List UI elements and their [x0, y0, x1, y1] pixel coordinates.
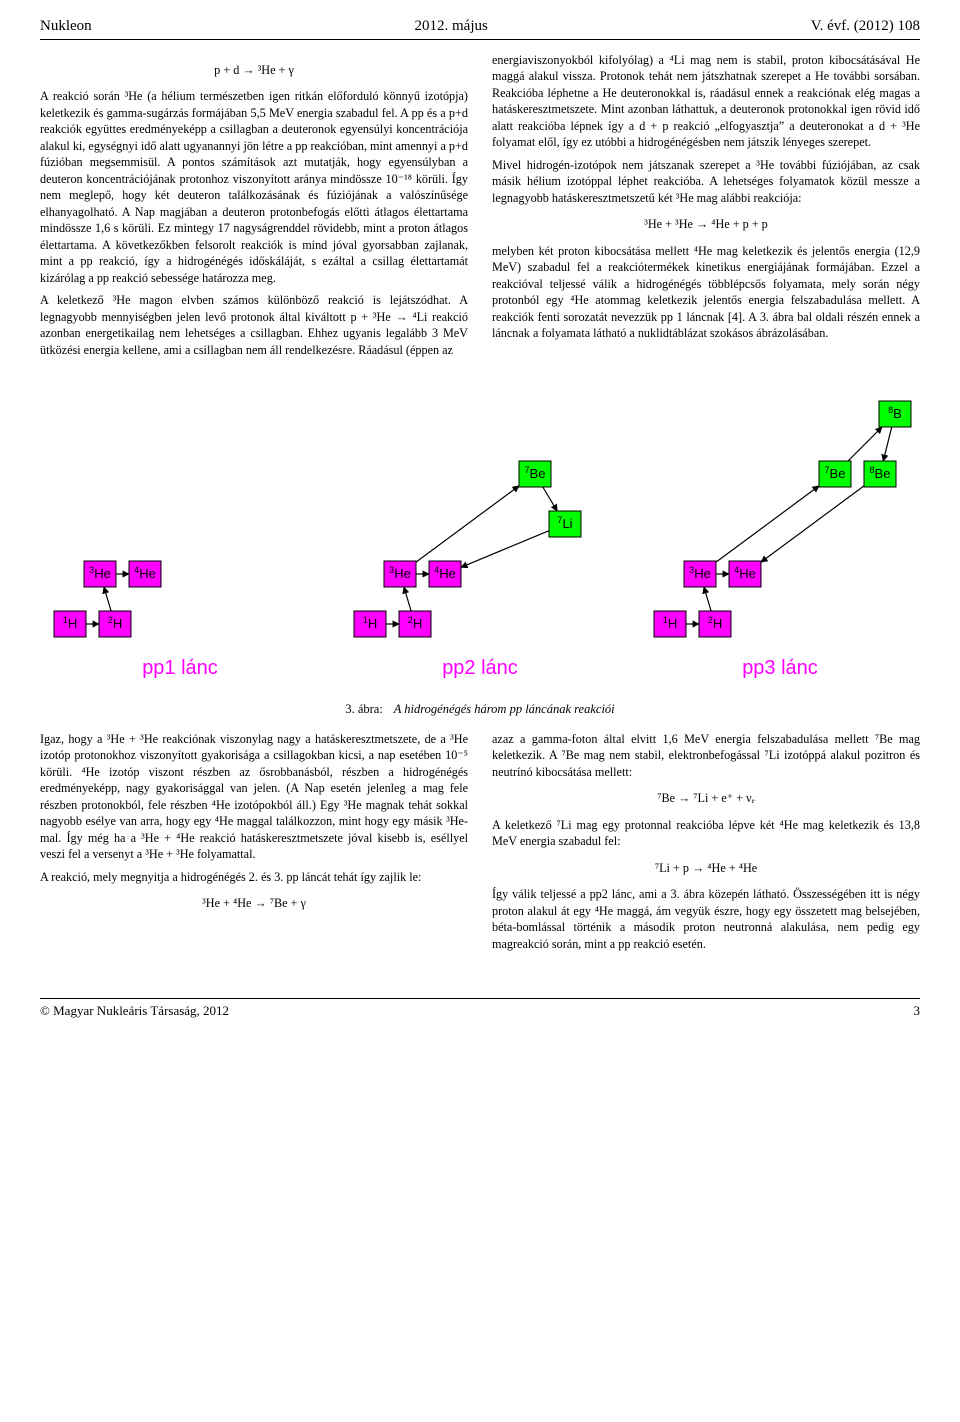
nuclide-node: 7Li [549, 511, 581, 537]
nuclide-node: 3He [384, 561, 416, 587]
nuclide-node: 7Be [519, 461, 551, 487]
header-right: V. évf. (2012) 108 [811, 18, 920, 35]
equation-he4-be7: ³He + ⁴He → ⁷Be + γ [40, 895, 468, 911]
para: A reakció során ³He (a hélium természetb… [40, 88, 468, 286]
reaction-edge [543, 487, 557, 511]
nuclide-node: 4He [429, 561, 461, 587]
chain-label: pp3 lánc [640, 657, 920, 680]
nuclide-node: 2H [99, 611, 131, 637]
chain-label: pp1 lánc [40, 657, 320, 680]
figure-caption: 3. ábra: A hidrogénégés három pp láncána… [40, 702, 920, 717]
column-left: p + d → ³He + γ A reakció során ³He (a h… [40, 52, 468, 364]
nuclide-node: 2H [399, 611, 431, 637]
para: Mivel hidrogén-izotópok nem játszanak sz… [492, 157, 920, 206]
nuclide-node: 3He [684, 561, 716, 587]
para: Igaz, hogy a ³He + ³He reakciónak viszon… [40, 731, 468, 863]
chain-label: pp2 lánc [340, 657, 620, 680]
nuclide-node: 4He [129, 561, 161, 587]
para: Így válik teljessé a pp2 lánc, ami a 3. … [492, 886, 920, 952]
nuclide-node: 1H [654, 611, 686, 637]
lower-column-left: Igaz, hogy a ³He + ³He reakciónak viszon… [40, 731, 468, 958]
reaction-edge [848, 427, 882, 461]
lower-column-right: azaz a gamma-foton által elvitt 1,6 MeV … [492, 731, 920, 958]
nuclide-node: 2H [699, 611, 731, 637]
header-center: 2012. május [415, 18, 488, 35]
figure-number: 3. ábra: [345, 702, 382, 716]
equation-be7-li7: ⁷Be → ⁷Li + e⁺ + νₑ [492, 790, 920, 806]
column-right: energiaviszonyokból kifolyólag) a ⁴Li ma… [492, 52, 920, 364]
header-left: Nukleon [40, 18, 92, 35]
page-footer: © Magyar Nukleáris Társaság, 2012 3 [40, 998, 920, 1019]
nuclide-node: 3He [84, 561, 116, 587]
top-columns: p + d → ³He + γ A reakció során ³He (a h… [40, 52, 920, 364]
lower-columns: Igaz, hogy a ³He + ³He reakciónak viszon… [40, 731, 920, 958]
reaction-chain-diagram: 1H 2H 3He 4He 7Be 8Be 8B pp3 lánc [640, 384, 920, 680]
para: melyben két proton kibocsátása mellett ⁴… [492, 243, 920, 342]
para: A keletkező ⁷Li mag egy protonnal reakci… [492, 817, 920, 850]
nuclide-node: 1H [354, 611, 386, 637]
para: energiaviszonyokból kifolyólag) a ⁴Li ma… [492, 52, 920, 151]
footer-right: 3 [914, 1003, 921, 1019]
reaction-edge [416, 486, 519, 562]
para: azaz a gamma-foton által elvitt 1,6 MeV … [492, 731, 920, 780]
reaction-chain-diagram: 1H 2H 3He 4He 7Li 7Be pp2 lánc [340, 424, 620, 680]
para: A keletkező ³He magon elvben számos külö… [40, 292, 468, 358]
reaction-chain-diagram: 1H 2H 3He 4He pp1 lánc [40, 534, 320, 680]
diagrams-row: 1H 2H 3He 4He pp1 lánc 1H 2H 3He 4He 7Li 7Be pp2 lá… [40, 384, 920, 680]
reaction-edge [404, 587, 411, 611]
nuclide-node: 1H [54, 611, 86, 637]
chain-svg: 1H 2H 3He 4He 7Li 7Be [340, 424, 620, 644]
para: A reakció, mely megnyitja a hidrogénégés… [40, 869, 468, 885]
equation-li7-he4: ⁷Li + p → ⁴He + ⁴He [492, 860, 920, 876]
chain-svg: 1H 2H 3He 4He [40, 534, 320, 644]
nuclide-node: 8B [879, 401, 911, 427]
reaction-edge [883, 427, 892, 461]
chain-svg: 1H 2H 3He 4He 7Be 8Be 8B [640, 384, 920, 644]
nuclide-node: 8Be [864, 461, 896, 487]
reaction-edge [704, 587, 711, 611]
reaction-edge [461, 531, 549, 568]
reaction-edge [761, 486, 864, 562]
page-header: Nukleon 2012. május V. évf. (2012) 108 [40, 0, 920, 40]
reaction-edge [104, 587, 111, 611]
nuclide-node: 7Be [819, 461, 851, 487]
footer-left: © Magyar Nukleáris Társaság, 2012 [40, 1003, 229, 1019]
nuclide-node: 4He [729, 561, 761, 587]
equation-he-he: ³He + ³He → ⁴He + p + p [492, 216, 920, 232]
figure-caption-text: A hidrogénégés három pp láncának reakció… [394, 702, 615, 716]
equation-pd-he: p + d → ³He + γ [40, 62, 468, 78]
reaction-edge [716, 486, 819, 562]
figure-3: 1H 2H 3He 4He pp1 lánc 1H 2H 3He 4He 7Li 7Be pp2 lá… [40, 384, 920, 717]
